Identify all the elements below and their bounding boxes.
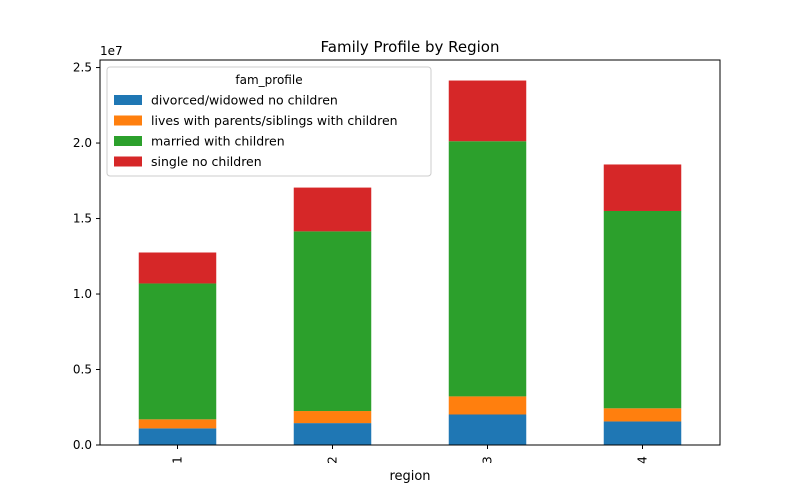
bars-layer xyxy=(138,80,682,445)
legend-swatch xyxy=(114,95,142,105)
legend-label: single no children xyxy=(151,154,262,169)
y-tick-label: 2.5 xyxy=(73,61,92,75)
bar-segment xyxy=(603,408,682,422)
plot-frame xyxy=(99,59,721,446)
legend-label: lives with parents/siblings with childre… xyxy=(151,113,398,128)
bar-segment xyxy=(603,210,682,409)
x-axis: 1 2 3 4 xyxy=(171,445,650,464)
x-tick-label: 1 xyxy=(171,456,185,464)
legend-box xyxy=(106,66,432,177)
y-tick-label: 1.5 xyxy=(73,212,92,226)
bar-segment xyxy=(138,419,217,429)
legend-swatch xyxy=(114,115,142,126)
y-axis: 0.0 0.5 1.0 1.5 2.0 2.5 xyxy=(73,61,100,452)
legend-title: fam_profile xyxy=(235,73,302,87)
x-tick-label: 2 xyxy=(326,456,340,464)
bar-segment xyxy=(603,164,682,211)
bar-segment xyxy=(293,231,372,412)
chart-title: Family Profile by Region xyxy=(321,38,500,56)
legend-swatch xyxy=(114,136,142,146)
bar-segment xyxy=(293,187,372,232)
legend-label: married with children xyxy=(151,134,285,149)
legend: fam_profile divorced/widowed no children l… xyxy=(106,66,432,177)
y-tick-label: 1.0 xyxy=(73,287,92,301)
y-tick-label: 0.0 xyxy=(73,438,92,452)
x-tick-label: 4 xyxy=(636,456,650,464)
y-axis-scale-label: 1e7 xyxy=(100,44,123,58)
bar-segment xyxy=(138,283,217,420)
bar-segment xyxy=(138,428,217,445)
bar-segment xyxy=(448,80,527,142)
y-tick-label: 2.0 xyxy=(73,136,92,150)
legend-swatch xyxy=(114,156,142,167)
x-tick-label: 3 xyxy=(481,456,495,464)
x-axis-label: region xyxy=(389,469,430,484)
legend-label: divorced/widowed no children xyxy=(151,93,338,108)
bar-segment xyxy=(138,252,217,284)
bar-segment xyxy=(448,414,527,445)
bar-segment xyxy=(293,423,372,445)
bar-segment xyxy=(448,141,527,397)
bar-segment xyxy=(603,421,682,445)
bar-segment xyxy=(293,411,372,424)
y-tick-label: 0.5 xyxy=(73,363,92,377)
bar-segment xyxy=(448,396,527,415)
